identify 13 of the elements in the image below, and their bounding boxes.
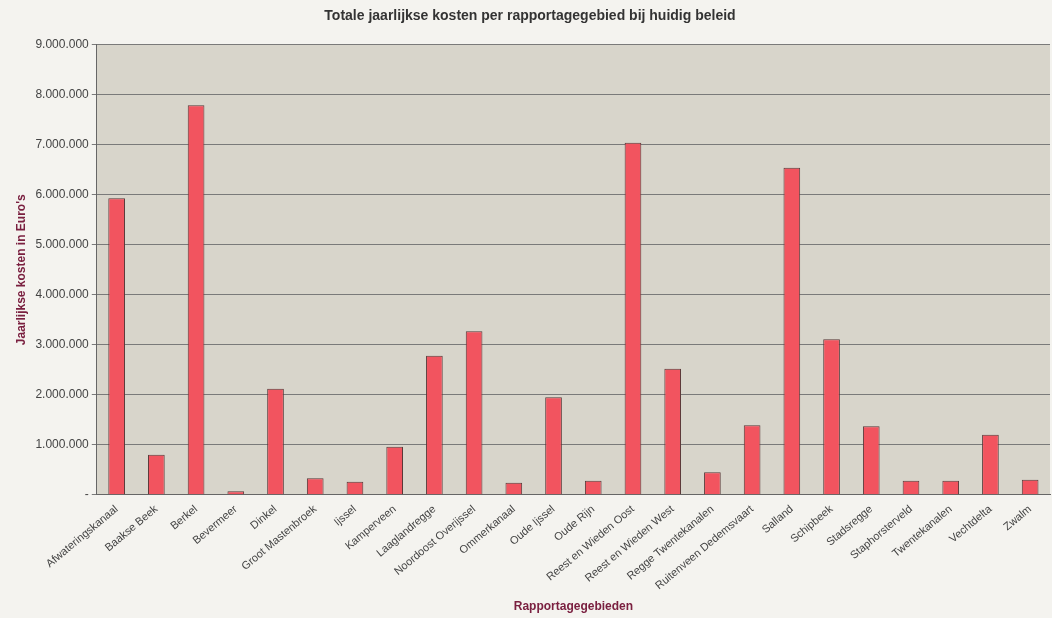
y-tick-label: 2.000.000 [35,387,90,402]
y-tick-label: 3.000.000 [35,337,90,352]
y-tick-label: 9.000.000 [35,37,90,52]
y-tick-label: 4.000.000 [35,287,90,302]
chart-title: Totale jaarlijkse kosten per rapportagegebied bij huidig beleid [324,7,736,24]
y-tick-label: 6.000.000 [35,187,90,202]
y-tick-label: - [84,487,89,502]
y-tick-label: 8.000.000 [35,87,90,102]
y-tick-label: 5.000.000 [35,237,90,252]
y-axis-title: Jaarlijkse kosten in Euro's [13,193,28,346]
y-tick-label: 7.000.000 [35,137,90,152]
y-tick-label: 1.000.000 [35,437,90,452]
x-axis-title: Rapportagegebieden [513,599,634,614]
